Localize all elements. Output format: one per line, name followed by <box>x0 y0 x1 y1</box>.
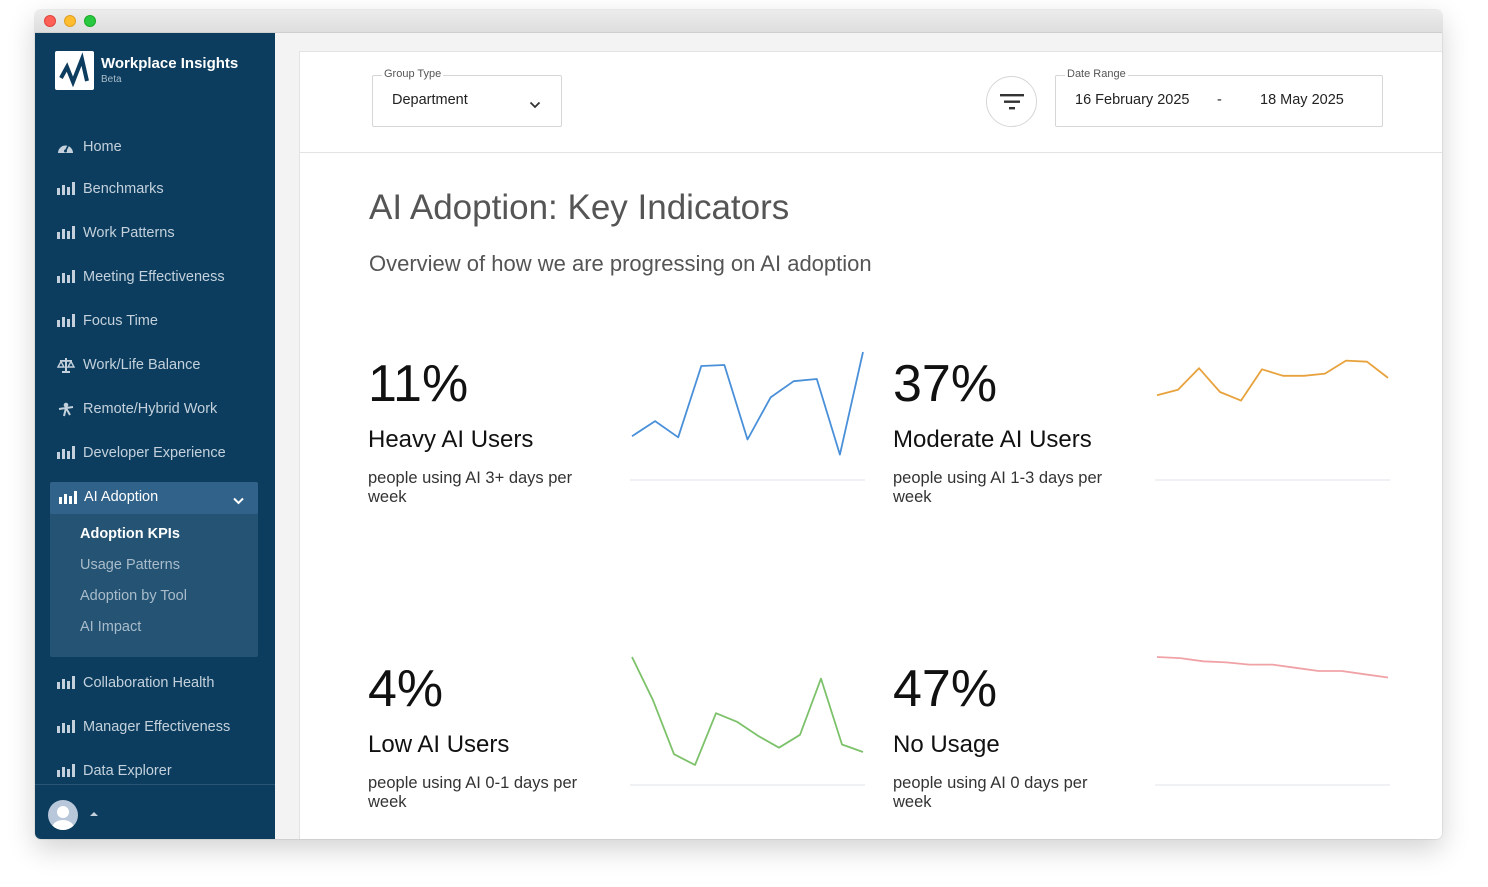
date-separator: - <box>1217 92 1222 108</box>
bar-chart-icon <box>57 226 75 240</box>
avatar[interactable] <box>48 800 78 830</box>
page-title: AI Adoption: Key Indicators <box>369 188 790 227</box>
sidebar-item-developer-experience[interactable]: Developer Experience <box>57 441 226 465</box>
kpi-description: people using AI 3+ days per week <box>368 469 573 506</box>
sidebar-item-collaboration-health[interactable]: Collaboration Health <box>57 671 214 695</box>
kpi-description: people using AI 0 days per week <box>893 774 1088 811</box>
filter-bar: Department Group Type 16 February 2025 -… <box>300 52 1442 153</box>
filter-icon <box>1000 94 1024 115</box>
sidebar-item-label: Data Explorer <box>83 763 172 779</box>
app-window: Workplace Insights Beta Home Benchmarks Wo… <box>35 10 1442 839</box>
sidebar-subitem-usage-patterns[interactable]: Usage Patterns <box>80 557 180 573</box>
sidebar-item-label: Focus Time <box>83 313 158 329</box>
kpi-name: Heavy AI Users <box>368 426 534 453</box>
sidebar-item-label: Developer Experience <box>83 445 226 461</box>
caret-up-icon[interactable] <box>90 812 98 816</box>
sidebar-subitem-ai-impact[interactable]: AI Impact <box>80 619 142 635</box>
chevron-down-icon <box>233 492 244 510</box>
bar-chart-icon <box>57 182 75 196</box>
sidebar-item-label: Work/Life Balance <box>83 357 201 373</box>
kpi-card-no-usage: 47% No Usage people using AI 0 days per we… <box>893 656 1393 839</box>
sidebar-item-label: Work Patterns <box>83 225 175 241</box>
sidebar-item-label: Meeting Effectiveness <box>83 269 225 285</box>
bar-chart-icon <box>57 270 75 284</box>
sparkline-chart <box>630 351 865 481</box>
kpi-name: Low AI Users <box>368 731 510 758</box>
kpi-card-low-ai-users: 4% Low AI Users people using AI 0-1 days p… <box>368 656 868 839</box>
sparkline-chart <box>630 656 865 786</box>
kpi-name: No Usage <box>893 731 1000 758</box>
ai-adoption-group: AI Adoption Adoption KPIs Usage Patterns… <box>50 482 258 657</box>
sparkline-series <box>631 351 864 456</box>
sidebar-subitem-adoption-by-tool[interactable]: Adoption by Tool <box>80 588 187 604</box>
sparkline-chart <box>1155 359 1390 481</box>
bar-chart-icon <box>57 676 75 690</box>
date-start[interactable]: 16 February 2025 <box>1075 92 1190 108</box>
sidebar-divider <box>35 784 275 785</box>
sparkline-series <box>1156 656 1389 679</box>
kpi-value: 47% <box>893 660 998 718</box>
bar-chart-icon <box>59 491 77 509</box>
close-window-button[interactable] <box>44 15 56 27</box>
kpi-value: 4% <box>368 660 444 718</box>
sidebar: Workplace Insights Beta Home Benchmarks Wo… <box>35 33 275 839</box>
scale-icon <box>56 358 76 373</box>
sidebar-item-label: Collaboration Health <box>83 675 215 691</box>
sidebar-item-label: Remote/Hybrid Work <box>83 401 218 417</box>
sidebar-item-label: AI Adoption <box>84 489 159 505</box>
main-area: Department Group Type 16 February 2025 -… <box>275 33 1442 839</box>
kpi-card-moderate-ai-users: 37% Moderate AI Users people using AI 1-3 … <box>893 354 1393 544</box>
date-range-label: Date Range <box>1065 68 1128 80</box>
kpi-card-heavy-ai-users: 11% Heavy AI Users people using AI 3+ days… <box>368 351 868 544</box>
zoom-window-button[interactable] <box>84 15 96 27</box>
sidebar-item-focus-time[interactable]: Focus Time <box>57 309 158 333</box>
sparkline-series <box>1156 359 1389 402</box>
bar-chart-icon <box>57 720 75 734</box>
window-titlebar <box>35 10 1442 33</box>
sidebar-item-work-patterns[interactable]: Work Patterns <box>57 221 175 245</box>
app-title: Workplace Insights <box>101 55 239 72</box>
kpi-value: 37% <box>893 355 998 413</box>
bar-chart-icon <box>57 314 75 328</box>
sidebar-item-label: Home <box>83 139 122 155</box>
sidebar-item-manager-effectiveness[interactable]: Manager Effectiveness <box>57 715 230 739</box>
date-range-picker[interactable]: 16 February 2025 - 18 May 2025 <box>1055 75 1383 127</box>
group-type-select[interactable]: Department <box>372 75 562 127</box>
beta-badge: Beta <box>101 74 122 85</box>
sidebar-item-remote-hybrid-work[interactable]: Remote/Hybrid Work <box>57 397 217 421</box>
dashboard-icon <box>57 140 75 154</box>
sidebar-item-benchmarks[interactable]: Benchmarks <box>57 177 164 201</box>
sidebar-subitem-adoption-kpis[interactable]: Adoption KPIs <box>80 526 180 542</box>
kpi-description: people using AI 1-3 days per week <box>893 469 1103 506</box>
sidebar-item-ai-adoption[interactable]: AI Adoption <box>50 482 258 514</box>
group-type-value: Department <box>392 92 468 108</box>
kpi-value: 11% <box>368 355 469 413</box>
sidebar-item-data-explorer[interactable]: Data Explorer <box>57 759 172 783</box>
logo-icon <box>55 51 94 90</box>
bar-chart-icon <box>57 764 75 778</box>
sparkline-chart <box>1155 656 1390 786</box>
content-panel: Department Group Type 16 February 2025 -… <box>299 51 1442 839</box>
group-type-label: Group Type <box>382 68 444 80</box>
remote-icon <box>57 402 75 417</box>
sidebar-item-home[interactable]: Home <box>57 135 122 159</box>
minimize-window-button[interactable] <box>64 15 76 27</box>
sidebar-item-label: Manager Effectiveness <box>83 719 231 735</box>
filter-button[interactable] <box>986 76 1037 127</box>
sidebar-item-label: Benchmarks <box>83 181 164 197</box>
kpi-name: Moderate AI Users <box>893 426 1092 453</box>
page-subtitle: Overview of how we are progressing on AI… <box>369 251 872 276</box>
date-end[interactable]: 18 May 2025 <box>1260 92 1344 108</box>
sidebar-item-meeting-effectiveness[interactable]: Meeting Effectiveness <box>57 265 225 289</box>
bar-chart-icon <box>57 446 75 460</box>
kpi-description: people using AI 0-1 days per week <box>368 774 578 811</box>
chevron-down-icon <box>529 96 541 114</box>
sidebar-item-work-life-balance[interactable]: Work/Life Balance <box>56 353 201 377</box>
sparkline-series <box>631 656 864 766</box>
